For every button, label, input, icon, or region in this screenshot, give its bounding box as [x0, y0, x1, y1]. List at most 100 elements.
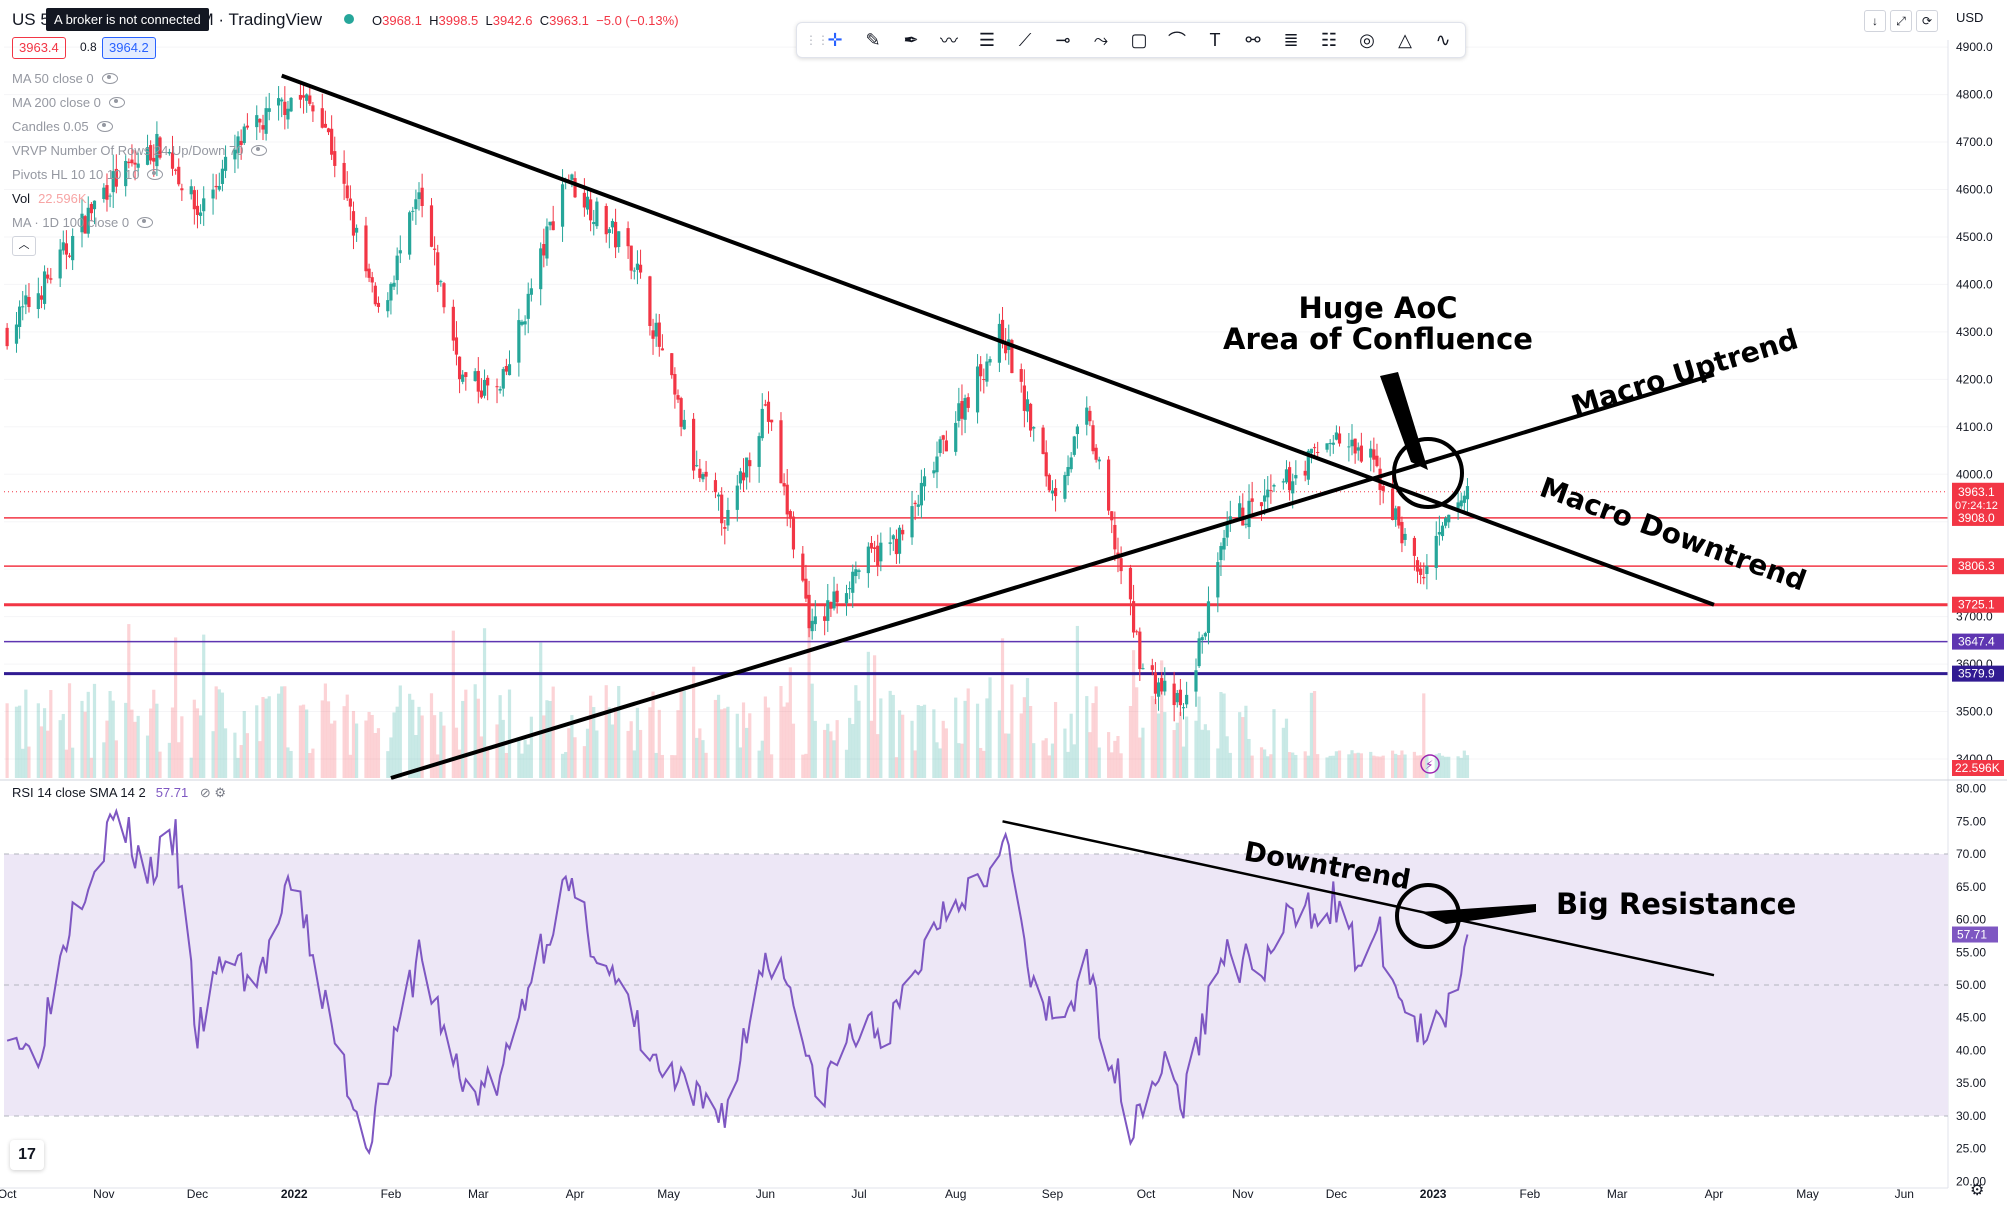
curve-icon[interactable]: ⌒: [1168, 31, 1186, 51]
eye-hidden-icon[interactable]: [147, 168, 164, 180]
eye-hidden-icon[interactable]: [108, 96, 125, 108]
drag-handle-icon[interactable]: ⋮⋮: [805, 33, 829, 47]
download-icon[interactable]: ↓: [1864, 10, 1886, 32]
tradingview-logo-icon[interactable]: 17: [10, 1140, 44, 1170]
rsi-legend[interactable]: RSI 14 close SMA 14 2 57.71 ⊘ ⚙: [12, 785, 227, 800]
volume-bar: [320, 700, 324, 778]
fib-retracement-icon[interactable]: ≣: [1283, 29, 1299, 50]
candle-body: [39, 295, 44, 300]
candle-body: [670, 353, 674, 376]
gann-fan-icon[interactable]: ☷: [1320, 29, 1338, 50]
parallel-channel-icon[interactable]: ☰: [978, 29, 996, 50]
price-tick-label: 4500.0: [1956, 230, 1993, 244]
volume-bar: [420, 715, 424, 778]
candle-body: [192, 190, 196, 210]
candle-body: [367, 268, 371, 278]
volume-bar: [704, 752, 708, 778]
ask-price[interactable]: 3964.2: [102, 37, 156, 59]
legend-item[interactable]: MA 50 close 0: [12, 66, 267, 90]
candle-body: [267, 108, 271, 112]
volume-bar: [573, 737, 577, 778]
legend-item[interactable]: Candles 0.05: [12, 114, 267, 138]
candle-body: [698, 468, 702, 478]
candle-body: [342, 162, 346, 184]
candle-body: [1437, 532, 1441, 535]
candle-body: [83, 216, 87, 234]
fullscreen-icon[interactable]: ⤢: [1890, 10, 1912, 32]
trend-line-icon[interactable]: ⟋: [1018, 29, 1032, 50]
volume-bar: [676, 710, 680, 778]
candle-body: [180, 188, 184, 191]
volume-bar: [919, 706, 923, 778]
candle-body: [1222, 537, 1226, 550]
collapse-legend-button[interactable]: ︿: [12, 236, 36, 256]
time-tick-label: Dec: [187, 1187, 208, 1201]
bid-price[interactable]: 3963.4: [12, 37, 66, 59]
price-tick-label: 4600.0: [1956, 182, 1993, 196]
volume-bar: [1156, 713, 1161, 778]
candle-body: [1160, 678, 1164, 692]
cursor-icon[interactable]: ✛: [827, 29, 843, 50]
polyline-icon[interactable]: ⤳: [1093, 29, 1109, 50]
magnet-icon[interactable]: ∿: [1435, 29, 1451, 50]
candle-body: [417, 192, 421, 200]
volume-bar: [1094, 686, 1098, 778]
volume-bar: [1153, 698, 1158, 778]
volume-bar: [223, 728, 228, 778]
path-icon[interactable]: 〰: [940, 31, 958, 51]
candle-body: [158, 137, 162, 158]
text-icon[interactable]: T: [1209, 29, 1221, 50]
candle-body: [1309, 448, 1314, 454]
candle-body: [548, 221, 552, 226]
rsi-value-label: 57.71: [1957, 928, 1987, 942]
candle-body: [770, 419, 774, 423]
candle-body: [922, 476, 927, 487]
volume-bar: [1434, 754, 1438, 778]
legend-item[interactable]: Vol 22.596K: [12, 190, 87, 206]
refresh-icon[interactable]: ⟳: [1916, 10, 1938, 32]
candle-body: [80, 213, 84, 233]
pen-icon[interactable]: ✒: [903, 29, 919, 50]
eye-hidden-icon[interactable]: [251, 144, 268, 156]
legend-item[interactable]: VRVP Number Of Rows 24 Up/Down 70: [12, 138, 268, 162]
price-tick-label: 4400.0: [1956, 277, 1993, 291]
candle-body: [894, 538, 899, 555]
candle-body: [1291, 481, 1295, 494]
candle-body: [220, 168, 225, 184]
ellipse-icon[interactable]: ◎: [1359, 29, 1375, 50]
triangle-icon[interactable]: △: [1398, 29, 1412, 50]
candle-body: [960, 401, 964, 419]
volume-bar: [111, 700, 115, 778]
brush-icon[interactable]: ✎: [865, 29, 881, 50]
volume-bar: [1284, 718, 1289, 778]
candle-body: [1353, 438, 1357, 454]
eye-hidden-icon[interactable]: [137, 216, 154, 228]
legend-item[interactable]: Pivots HL 10 10 10 10: [12, 162, 267, 186]
horizontal-ray-icon[interactable]: ⊸: [1055, 29, 1071, 50]
candle-body: [1050, 490, 1055, 494]
legend-item[interactable]: MA · 1D 100 close 0: [12, 210, 267, 234]
volume-bar: [392, 712, 396, 778]
volume-bar: [1331, 755, 1335, 778]
legend-item[interactable]: MA 200 close 0: [12, 90, 267, 114]
volume-bar: [1172, 730, 1176, 778]
volume-bar: [1197, 696, 1201, 778]
volume-bar: [726, 706, 730, 778]
eye-hidden-icon[interactable]: [96, 120, 113, 132]
volume-bar: [461, 700, 465, 778]
eye-hidden-icon[interactable]: [101, 72, 118, 84]
anchor-line-icon[interactable]: ⚯: [1245, 29, 1261, 50]
volume-bar: [551, 686, 555, 778]
rectangle-icon[interactable]: ▢: [1130, 29, 1148, 50]
level-badge-label: 3908.0: [1958, 511, 1995, 525]
candle-body: [1238, 503, 1242, 519]
candle-body: [195, 205, 200, 216]
volume-bar: [982, 750, 986, 778]
currency-label[interactable]: USD: [1956, 10, 1984, 25]
volume-bar: [436, 754, 440, 778]
price-axis: 3400.03500.03600.03700.03800.03900.04000…: [0, 40, 2007, 1188]
volume-bar: [1347, 754, 1351, 778]
gear-icon[interactable]: ⚙: [1970, 1182, 1985, 1199]
volume-bar: [386, 751, 390, 778]
